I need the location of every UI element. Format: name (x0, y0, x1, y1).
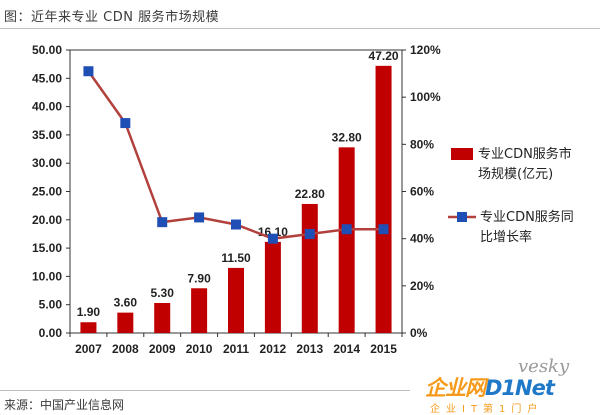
bar (228, 267, 244, 333)
bar-value-label: 47.20 (369, 49, 399, 63)
bar-value-label: 32.80 (332, 130, 362, 144)
y2-axis-tick-label: 0% (410, 326, 428, 340)
bar (264, 241, 281, 333)
growth-rate-marker (267, 233, 278, 244)
growth-rate-marker (120, 118, 131, 129)
bar-value-label: 7.90 (187, 271, 211, 285)
bar (301, 203, 318, 333)
growth-rate-marker (304, 228, 315, 239)
x-axis-tick-label: 2015 (370, 342, 397, 356)
y-axis-tick-label: 50.00 (32, 43, 62, 57)
x-axis-tick-label: 2013 (296, 342, 323, 356)
y-axis-tick-label: 40.00 (32, 100, 62, 114)
growth-rate-marker (157, 217, 168, 228)
bar (80, 322, 97, 333)
y2-axis-tick-label: 20% (410, 279, 434, 293)
y-axis-tick-label: 10.00 (32, 269, 62, 283)
figure-title: 图：近年来专业 CDN 服务市场规模 (4, 10, 220, 25)
y-axis-tick-label: 20.00 (32, 213, 62, 227)
y-axis-tick-label: 5.00 (39, 298, 63, 312)
x-axis-tick-label: 2012 (260, 342, 287, 356)
y2-axis-tick-label: 40% (410, 232, 434, 246)
x-axis-tick-label: 2014 (333, 342, 360, 356)
bar-value-label: 5.30 (151, 286, 175, 300)
bar (375, 65, 392, 334)
growth-rate-marker (231, 219, 241, 230)
bar (154, 303, 171, 333)
legend-bar-label: 专业CDN服务市 (478, 146, 572, 162)
y2-axis-tick-label: 100% (410, 90, 441, 104)
bar (338, 147, 355, 333)
x-axis-tick-label: 2009 (149, 342, 176, 356)
y-axis-tick-label: 25.00 (32, 185, 62, 199)
bar-value-label: 1.90 (77, 305, 101, 319)
y-axis-tick-label: 35.00 (32, 128, 62, 142)
bar-value-label: 22.80 (295, 187, 325, 201)
growth-rate-marker (83, 66, 94, 77)
watermark-vesky: vesky (518, 356, 570, 377)
growth-rate-marker (194, 212, 205, 223)
bar (191, 288, 208, 333)
source-note: 来源：中国产业信息网 (4, 398, 125, 412)
x-axis-tick-label: 2011 (223, 342, 249, 356)
bar-value-label: 11.50 (221, 251, 251, 265)
watermark-sub: 企业IT第1门户 (430, 404, 544, 415)
x-axis-tick-label: 2008 (112, 342, 139, 356)
source-divider (0, 390, 410, 391)
y-axis-tick-label: 0.00 (39, 326, 63, 340)
legend-line-label: 专业CDN服务同 (480, 209, 574, 225)
title-divider (0, 28, 600, 29)
y-axis-tick-label: 15.00 (32, 241, 62, 255)
x-axis-tick-label: 2007 (75, 342, 102, 356)
y2-axis-tick-label: 120% (410, 43, 441, 57)
y-axis-tick-label: 30.00 (32, 156, 62, 170)
watermark-logo-dnet: D1Net (485, 376, 555, 400)
x-axis-tick-label: 2010 (186, 342, 213, 356)
y-axis-tick-label: 45.00 (32, 71, 62, 85)
y2-axis-tick-label: 80% (410, 137, 434, 151)
legend-bar-swatch (451, 148, 473, 160)
legend-bar-label: 场规模(亿元) (478, 167, 553, 182)
y2-axis-tick-label: 60% (410, 185, 434, 199)
bar-value-label: 3.60 (114, 296, 138, 310)
watermark-logo-main: 企业网 (425, 376, 486, 400)
watermark-logo: 企业网D1Net (425, 372, 555, 402)
growth-rate-marker (378, 224, 389, 235)
legend-line-label: 比增长率 (480, 229, 532, 245)
bar (117, 312, 134, 333)
legend-line-marker (457, 212, 467, 222)
growth-rate-marker (341, 224, 352, 235)
